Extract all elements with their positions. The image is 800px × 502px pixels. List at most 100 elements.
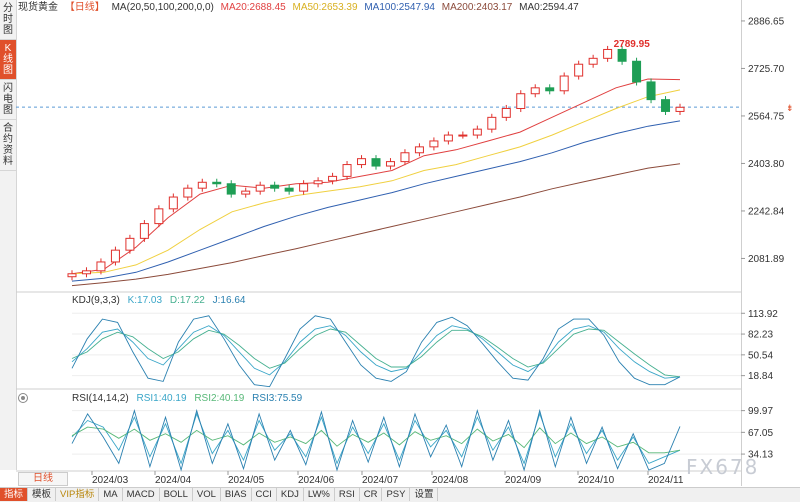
instrument-title: 现货黄金 — [18, 2, 58, 13]
tab-3[interactable]: MA — [99, 488, 123, 501]
kdj-line-j — [71, 315, 681, 388]
candle-body — [357, 158, 367, 166]
candle-body — [472, 128, 482, 136]
kdj-j: J:16.64 — [212, 295, 246, 306]
candle-body — [284, 187, 294, 192]
ma-line-ma200 — [71, 163, 681, 287]
tab-14[interactable]: 设置 — [410, 488, 439, 501]
candle-body — [299, 183, 309, 192]
watermark-logo: FX678 — [686, 455, 760, 479]
ma-line-ma20 — [71, 78, 681, 275]
tab-1[interactable]: 模板 — [28, 488, 57, 501]
tab-11[interactable]: RSI — [335, 488, 360, 501]
ma-line-ma50 — [71, 89, 681, 275]
rsi-line-rsi2 — [71, 426, 681, 454]
candle-body — [516, 93, 526, 109]
tab-7[interactable]: BIAS — [221, 488, 252, 501]
candle-body — [559, 75, 569, 92]
chart-canvas[interactable]: 2886.65 2725.70 2564.75 2403.80 2242.84 2081.… — [0, 0, 800, 486]
candle-body — [574, 63, 584, 77]
rsi-settings-icon[interactable] — [18, 393, 28, 403]
rsi1-value: RSI1:40.19 — [136, 393, 187, 404]
candle-body — [125, 237, 135, 251]
candle-body — [96, 261, 106, 272]
candle-body — [429, 140, 439, 148]
candle-body — [154, 208, 164, 225]
indicator-tabs: 指标 模板 VIP指标 MA MACD BOLL VOL BIAS CCI KDJ LW% RSI CR… — [0, 487, 800, 502]
sidebar-item-flash[interactable]: 闪电图 — [0, 80, 16, 120]
chart-header: 现货黄金 【日线】 MA(20,50,100,200,0,0) MA20:268… — [18, 1, 583, 15]
candle-body — [168, 196, 178, 210]
candle-body — [328, 175, 338, 182]
left-sidebar: 分时图 K线图 闪电图 合约资料 — [0, 0, 17, 470]
candle-body — [661, 99, 671, 112]
x-tick-label: 2024/11 — [648, 475, 684, 486]
x-tick-label: 2024/05 — [228, 475, 265, 486]
tab-12[interactable]: CR — [360, 488, 383, 501]
period-select-button[interactable]: 日线 — [18, 472, 68, 486]
tab-13[interactable]: PSY — [382, 488, 411, 501]
candle-body — [241, 190, 251, 195]
price-tick-label: 2242.84 — [748, 206, 785, 217]
candle-body — [501, 107, 511, 118]
rsi-tick-label: 99.97 — [748, 406, 773, 417]
candle-body — [110, 249, 120, 263]
candle-body — [603, 48, 613, 59]
kdj-tick-label: 18.84 — [748, 371, 773, 382]
tab-6[interactable]: VOL — [193, 488, 221, 501]
tab-4[interactable]: MACD — [123, 488, 160, 501]
candle-body — [617, 48, 627, 62]
tab-2[interactable]: VIP指标 — [56, 488, 100, 501]
candle-body — [458, 134, 468, 137]
kdj-tick-label: 82.23 — [748, 330, 773, 341]
price-tick-label: 2886.65 — [748, 16, 785, 27]
x-tick-label: 2024/06 — [298, 475, 335, 486]
kdj-d: D:17.22 — [169, 295, 205, 306]
x-tick-label: 2024/04 — [155, 475, 192, 486]
sidebar-item-timeshare[interactable]: 分时图 — [0, 0, 16, 40]
candle-body — [270, 184, 280, 189]
candle-body — [342, 164, 352, 177]
kdj-k: K:17.03 — [127, 295, 163, 306]
rsi-tick-label: 34.13 — [748, 450, 773, 461]
high-price-label: 2789.95 — [614, 39, 651, 50]
tab-9[interactable]: KDJ — [277, 488, 304, 501]
price-marker-icon: ⇟ — [786, 103, 794, 113]
candle-body — [414, 146, 424, 154]
period-label: 【日线】 — [64, 2, 105, 13]
price-tick-label: 2725.70 — [748, 64, 785, 75]
candle-body — [545, 87, 555, 92]
kdj-line-d — [71, 328, 681, 378]
candle-body — [646, 81, 656, 101]
candle-body — [487, 116, 497, 130]
tab-10[interactable]: LW% — [304, 488, 335, 501]
ma200-value: MA200:2403.17 — [441, 2, 513, 13]
ma50-value: MA50:2653.39 — [292, 2, 358, 13]
kdj-tick-label: 113.92 — [748, 309, 778, 320]
ma100-value: MA100:2547.94 — [364, 2, 435, 13]
price-tick-label: 2403.80 — [748, 159, 785, 170]
candle-body — [385, 161, 395, 167]
tab-5[interactable]: BOLL — [160, 488, 193, 501]
rsi2-value: RSI2:40.19 — [194, 393, 245, 404]
price-tick-label: 2081.89 — [748, 254, 785, 265]
sidebar-item-kline[interactable]: K线图 — [0, 40, 16, 80]
rsi3-value: RSI3:75.59 — [252, 393, 303, 404]
candle-body — [530, 87, 540, 95]
candle-body — [139, 223, 149, 239]
ma0-value: MA0:2594.47 — [519, 2, 579, 13]
candle-body — [255, 184, 265, 192]
ma-line-ma100 — [71, 120, 681, 282]
x-tick-label: 2024/09 — [505, 475, 542, 486]
candle-body — [226, 183, 236, 195]
candle-body — [632, 60, 642, 83]
candle-body — [81, 270, 91, 275]
rsi-header: RSI(14,14,2) RSI1:40.19 RSI2:40.19 RSI3:… — [72, 393, 307, 405]
candle-body — [371, 158, 381, 167]
tab-8[interactable]: CCI — [252, 488, 277, 501]
rsi-line-rsi3 — [71, 408, 681, 472]
ma20-value: MA20:2688.45 — [220, 2, 286, 13]
ma-definition: MA(20,50,100,200,0,0) — [111, 2, 214, 13]
tab-0[interactable]: 指标 — [0, 488, 29, 501]
sidebar-item-contract[interactable]: 合约资料 — [0, 120, 16, 171]
